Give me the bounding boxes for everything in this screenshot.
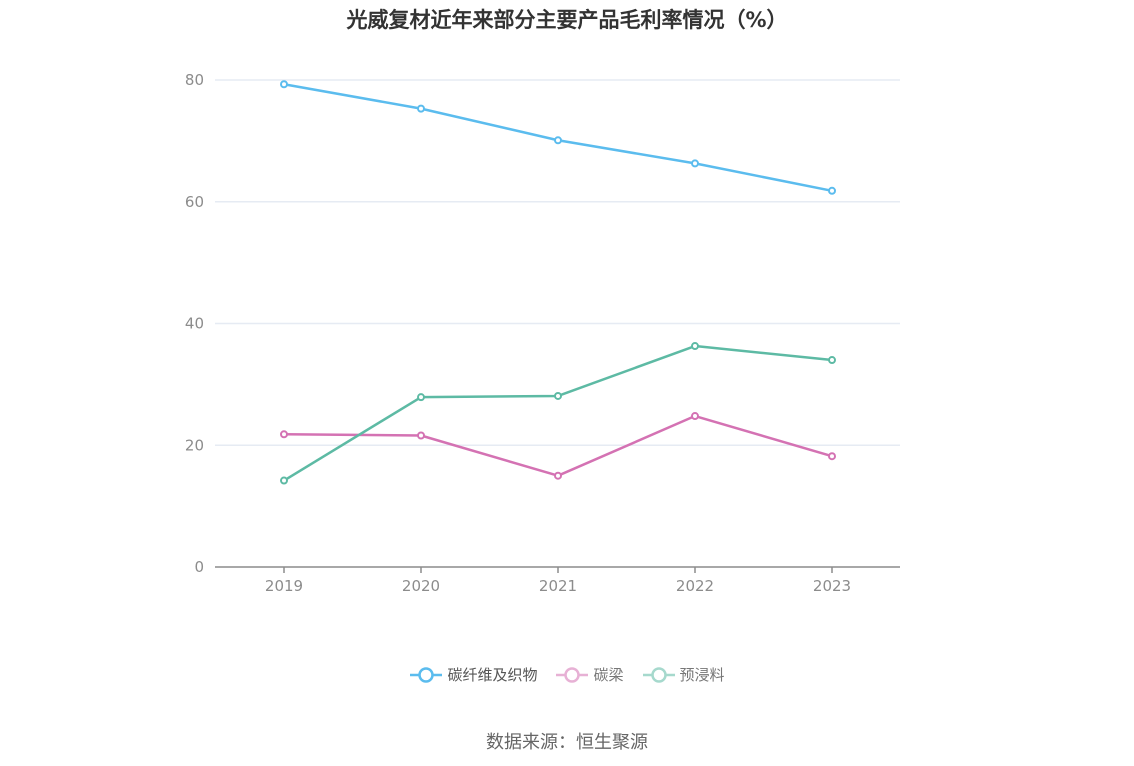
- data-point[interactable]: [280, 476, 288, 485]
- data-point[interactable]: [417, 104, 425, 113]
- x-tick-label: 2019: [265, 577, 303, 595]
- data-point[interactable]: [554, 391, 562, 400]
- data-point[interactable]: [828, 452, 836, 461]
- legend-item-2[interactable]: 预浸料: [642, 664, 725, 685]
- line-chart: 0 20 40 60 80 2019 2020 2021 2022 2023: [185, 71, 900, 595]
- data-point[interactable]: [417, 393, 425, 402]
- y-tick-label: 80: [185, 71, 204, 89]
- x-tick-label: 2022: [676, 577, 714, 595]
- series-lines: [280, 80, 836, 485]
- y-tick-label: 40: [185, 315, 204, 333]
- axes: 0 20 40 60 80 2019 2020 2021 2022 2023: [185, 71, 900, 595]
- grid-lines: [215, 79, 900, 446]
- chart-title: 光威复材近年来部分主要产品毛利率情况（%）: [346, 8, 788, 32]
- data-point[interactable]: [554, 471, 562, 480]
- data-point[interactable]: [691, 342, 699, 351]
- data-point[interactable]: [554, 136, 562, 145]
- y-tick-label: 60: [185, 193, 204, 211]
- legend-label: 预浸料: [679, 666, 725, 684]
- chart-legend: 碳纤维及织物 碳梁 预浸料: [0, 664, 1134, 685]
- legend-item-0[interactable]: 碳纤维及织物: [409, 664, 537, 685]
- series-2: [280, 342, 836, 485]
- data-point[interactable]: [828, 356, 836, 365]
- x-tick-label: 2023: [813, 577, 851, 595]
- data-point[interactable]: [691, 412, 699, 421]
- series-1: [280, 412, 836, 480]
- source-note: 数据来源：恒生聚源: [486, 732, 648, 753]
- legend-marker-icon: [556, 666, 589, 683]
- y-tick-label: 0: [194, 558, 204, 576]
- legend-label: 碳梁: [593, 666, 624, 684]
- legend-label: 碳纤维及织物: [447, 666, 538, 684]
- data-point[interactable]: [280, 430, 288, 439]
- legend-marker-icon: [642, 666, 675, 683]
- x-tick-label: 2020: [402, 577, 440, 595]
- legend-item-1[interactable]: 碳梁: [555, 664, 624, 685]
- data-point[interactable]: [417, 431, 425, 440]
- series-0: [280, 80, 836, 195]
- y-tick-label: 20: [185, 436, 204, 454]
- data-point[interactable]: [280, 80, 288, 89]
- legend-marker-icon: [410, 666, 443, 683]
- data-point[interactable]: [691, 159, 699, 168]
- x-tick-label: 2021: [539, 577, 577, 595]
- data-point[interactable]: [828, 186, 836, 195]
- series-line: [283, 344, 833, 482]
